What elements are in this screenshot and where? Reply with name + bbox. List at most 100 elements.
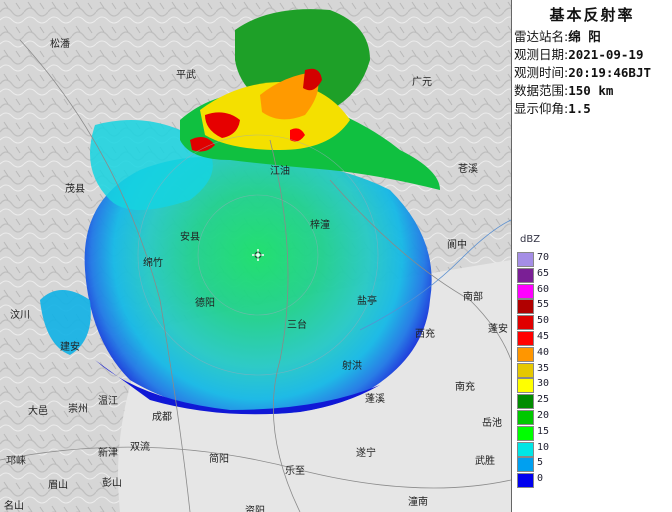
city-label-shuangliu: 双流 <box>130 442 150 453</box>
echo-southwest-cells <box>40 290 91 355</box>
city-label-pengxi: 蓬溪 <box>365 394 385 405</box>
boundary-line <box>329 179 511 361</box>
dbz-legend: dBZ 70 65 60 55 50 45 40 35 30 25 20 15 10 5 0 <box>512 120 672 512</box>
info-row-elevation: 显示仰角:1.5 <box>514 98 591 117</box>
boundary-line <box>19 39 191 512</box>
legend-label: 30 <box>537 378 550 390</box>
legend-swatch <box>517 473 534 489</box>
radar-site-marker[interactable] <box>252 249 264 261</box>
legend-swatch <box>517 410 534 425</box>
elevation-label: 显示仰角: <box>514 101 569 116</box>
legend-swatch <box>517 362 534 378</box>
city-label-anxian: 安县 <box>180 232 200 243</box>
range-label: 数据范围: <box>514 83 569 98</box>
legend-label: 55 <box>537 299 550 311</box>
legend-item: 15 <box>517 425 577 441</box>
info-row-station: 雷达站名:绵 阳 <box>514 26 601 45</box>
legend-label: 60 <box>537 283 550 295</box>
city-label-yanting: 盐亭 <box>357 296 377 307</box>
legend-label: 65 <box>537 267 550 279</box>
legend-swatch <box>517 299 534 315</box>
city-label-suining: 遂宁 <box>356 448 376 459</box>
city-label-tongnan: 潼南 <box>408 497 428 508</box>
legend-swatch <box>517 252 534 267</box>
info-row-time: 观测时间:20:19:46BJT <box>514 62 651 81</box>
time-label: 观测时间: <box>514 65 569 80</box>
echo-main-disk <box>84 156 432 414</box>
range-value: 150 km <box>568 83 614 98</box>
city-label-deyang: 德阳 <box>195 298 215 309</box>
city-label-wenjiang: 温江 <box>98 396 118 407</box>
legend-label: 15 <box>537 425 550 437</box>
legend-swatch <box>517 457 534 473</box>
radar-map[interactable]: 松潘 平武 广元 苍溪 茂县 江油 安县 梓潼 阆中 绵竹 南部 汶川 德阳 三… <box>0 0 512 512</box>
legend-label: 5 <box>537 457 544 469</box>
legend-swatch <box>517 267 534 283</box>
city-label-lezhi: 乐至 <box>285 466 305 477</box>
city-label-ziyang: 资阳 <box>245 506 265 512</box>
city-label-pingwu: 平武 <box>176 70 196 81</box>
city-label-yuechi: 岳池 <box>482 418 502 429</box>
city-label-shehong: 射洪 <box>342 361 362 372</box>
city-label-cangxi: 苍溪 <box>458 164 478 175</box>
boundary-line <box>269 139 301 512</box>
city-label-dayi: 大邑 <box>28 406 48 417</box>
legend-item: 65 <box>517 267 577 283</box>
legend-swatch <box>517 378 534 394</box>
legend-item: 60 <box>517 283 577 299</box>
legend-label: 40 <box>537 346 550 358</box>
echo-red-cell-3 <box>190 136 215 152</box>
echo-red-cell-4 <box>290 128 305 142</box>
date-label: 观测日期: <box>514 47 569 62</box>
city-label-meishan: 眉山 <box>48 480 68 491</box>
river-line <box>359 219 511 331</box>
legend-item: 50 <box>517 315 577 331</box>
city-label-maoxian: 茂县 <box>65 184 85 195</box>
legend-swatch <box>517 441 534 457</box>
legend-label: 25 <box>537 394 550 406</box>
legend-item: 30 <box>517 378 577 394</box>
echo-outer-fringe <box>95 360 380 415</box>
legend-swatch <box>517 394 534 410</box>
city-label-wusheng: 武胜 <box>475 456 495 467</box>
time-value: 20:19:46BJT <box>568 65 652 80</box>
city-label-qionglai: 邛崃 <box>6 456 26 467</box>
legend-item: 20 <box>517 410 577 425</box>
legend-label: 10 <box>537 441 550 453</box>
legend-label: 0 <box>537 473 544 485</box>
info-row-range: 数据范围:150 km <box>514 80 613 99</box>
elevation-value: 1.5 <box>568 101 591 116</box>
city-label-pengan: 蓬安 <box>488 324 508 335</box>
legend-item: 55 <box>517 299 577 315</box>
legend-item: 25 <box>517 394 577 410</box>
city-label-langzhong: 阆中 <box>447 240 467 251</box>
legend-swatch <box>517 283 534 299</box>
city-label-jianan: 建安 <box>60 342 80 353</box>
city-label-zitong: 梓潼 <box>310 220 330 231</box>
city-label-xinjin: 新津 <box>98 448 118 459</box>
legend-unit: dBZ <box>520 234 541 245</box>
echo-red-cell-2 <box>303 68 322 91</box>
legend-swatch <box>517 346 534 362</box>
legend-swatch <box>517 315 534 331</box>
station-label: 雷达站名: <box>514 29 569 44</box>
legend-item: 35 <box>517 362 577 378</box>
city-label-nanchong: 南充 <box>455 382 475 393</box>
legend-label: 35 <box>537 362 550 374</box>
info-panel: 基本反射率 雷达站名:绵 阳 观测日期:2021-09-19 观测时间:20:1… <box>512 0 672 120</box>
station-value: 绵 阳 <box>568 29 601 44</box>
legend-label: 20 <box>537 410 550 421</box>
legend-item: 45 <box>517 331 577 346</box>
legend-swatch <box>517 331 534 346</box>
city-label-jianyang: 简阳 <box>209 454 229 465</box>
legend-item: 70 <box>517 252 577 267</box>
boundary-line <box>0 446 511 489</box>
city-label-mingshan: 名山 <box>4 501 24 512</box>
legend-item: 10 <box>517 441 577 457</box>
legend-swatch <box>517 425 534 441</box>
legend-label: 45 <box>537 331 550 342</box>
city-label-mianzhu: 绵竹 <box>143 258 163 269</box>
city-label-songpan: 松潘 <box>50 39 70 50</box>
legend-label: 70 <box>537 252 550 263</box>
city-label-xichong: 西充 <box>415 329 435 340</box>
